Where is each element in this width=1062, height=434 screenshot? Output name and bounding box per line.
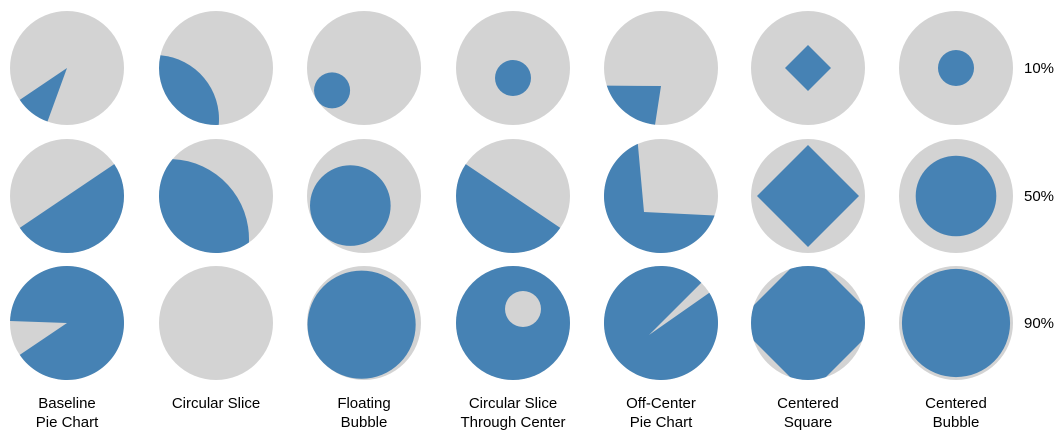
glyph-baseline-pie-chart-50 — [10, 139, 125, 254]
glyph-off-center-pie-chart-90 — [603, 265, 718, 380]
proportion-mark — [915, 155, 997, 237]
glyph-centered-bubble-50 — [899, 139, 1013, 253]
row-label-10: 10% — [1024, 60, 1054, 77]
row-labels: 10% 50% 90% — [1024, 60, 1054, 332]
column-label-centered-bubble-line-1: Centered — [925, 395, 987, 412]
proportion-mark — [314, 72, 351, 109]
proportion-mark — [606, 85, 661, 125]
glyph-baseline-pie-chart-90 — [10, 265, 124, 380]
proportion-mark — [603, 265, 718, 380]
proportion-mark — [19, 164, 125, 254]
column-label-circular-slice-through-center-line-1: Circular Slice — [469, 395, 557, 412]
proportion-mark — [310, 165, 391, 246]
column-labels: Baseline Pie Chart Circular Slice Floating B… — [36, 395, 987, 431]
column-label-centered-bubble-line-2: Bubble — [933, 414, 980, 431]
proportion-mark — [158, 159, 249, 253]
proportion-mark — [495, 60, 531, 96]
column-label-off-center-pie-chart-line-2: Pie Chart — [630, 414, 693, 431]
column-label-centered-square-line-1: Centered — [777, 395, 839, 412]
proportion-mark — [10, 265, 124, 380]
column-label-circular-slice-through-center-line-2: Through Center — [460, 414, 565, 431]
proportion-mark — [603, 143, 715, 254]
glyph-grid — [10, 11, 1013, 380]
glyph-floating-bubble-10 — [307, 11, 421, 125]
column-label-centered-square-line-2: Square — [784, 414, 832, 431]
glyph-off-center-pie-chart-10 — [604, 11, 718, 125]
background-circle — [159, 266, 273, 380]
row-label-90: 90% — [1024, 315, 1054, 332]
proportion-mark — [901, 268, 1011, 378]
column-label-circular-slice-line-1: Circular Slice — [172, 395, 260, 412]
glyph-circular-slice-through-center-90 — [456, 266, 570, 380]
glyph-off-center-pie-chart-50 — [603, 139, 718, 254]
proportion-mark — [19, 68, 68, 122]
column-label-baseline-pie-chart-line-2: Pie Chart — [36, 414, 99, 431]
proportion-mark — [937, 49, 975, 87]
proportion-mark — [307, 270, 416, 379]
proportion-mark — [159, 55, 219, 125]
glyph-centered-bubble-10 — [899, 11, 1013, 125]
proportion-mark — [751, 266, 865, 380]
column-label-floating-bubble-line-2: Bubble — [341, 414, 388, 431]
background-circle — [307, 11, 421, 125]
proportion-mark — [757, 145, 859, 247]
proportion-mark — [456, 164, 561, 253]
glyph-centered-square-10 — [751, 11, 865, 125]
glyph-centered-bubble-90 — [899, 266, 1013, 380]
column-label-floating-bubble-line-1: Floating — [337, 395, 390, 412]
glyph-circular-slice-through-center-50 — [456, 139, 570, 253]
row-label-50: 50% — [1024, 188, 1054, 205]
remainder-hole — [505, 291, 541, 327]
glyph-centered-square-50 — [751, 139, 865, 253]
glyph-circular-slice-90 — [159, 266, 273, 380]
proportion-mark — [785, 45, 831, 91]
glyph-floating-bubble-50 — [307, 139, 421, 253]
glyph-circular-slice-10 — [159, 11, 273, 125]
glyph-centered-square-90 — [751, 266, 865, 380]
column-label-baseline-pie-chart-line-1: Baseline — [38, 395, 96, 412]
glyph-circular-slice-through-center-10 — [456, 11, 570, 125]
column-label-off-center-pie-chart-line-1: Off-Center — [626, 395, 696, 412]
glyph-baseline-pie-chart-10 — [10, 11, 124, 125]
glyph-floating-bubble-90 — [307, 266, 421, 380]
glyph-circular-slice-50 — [158, 139, 273, 253]
